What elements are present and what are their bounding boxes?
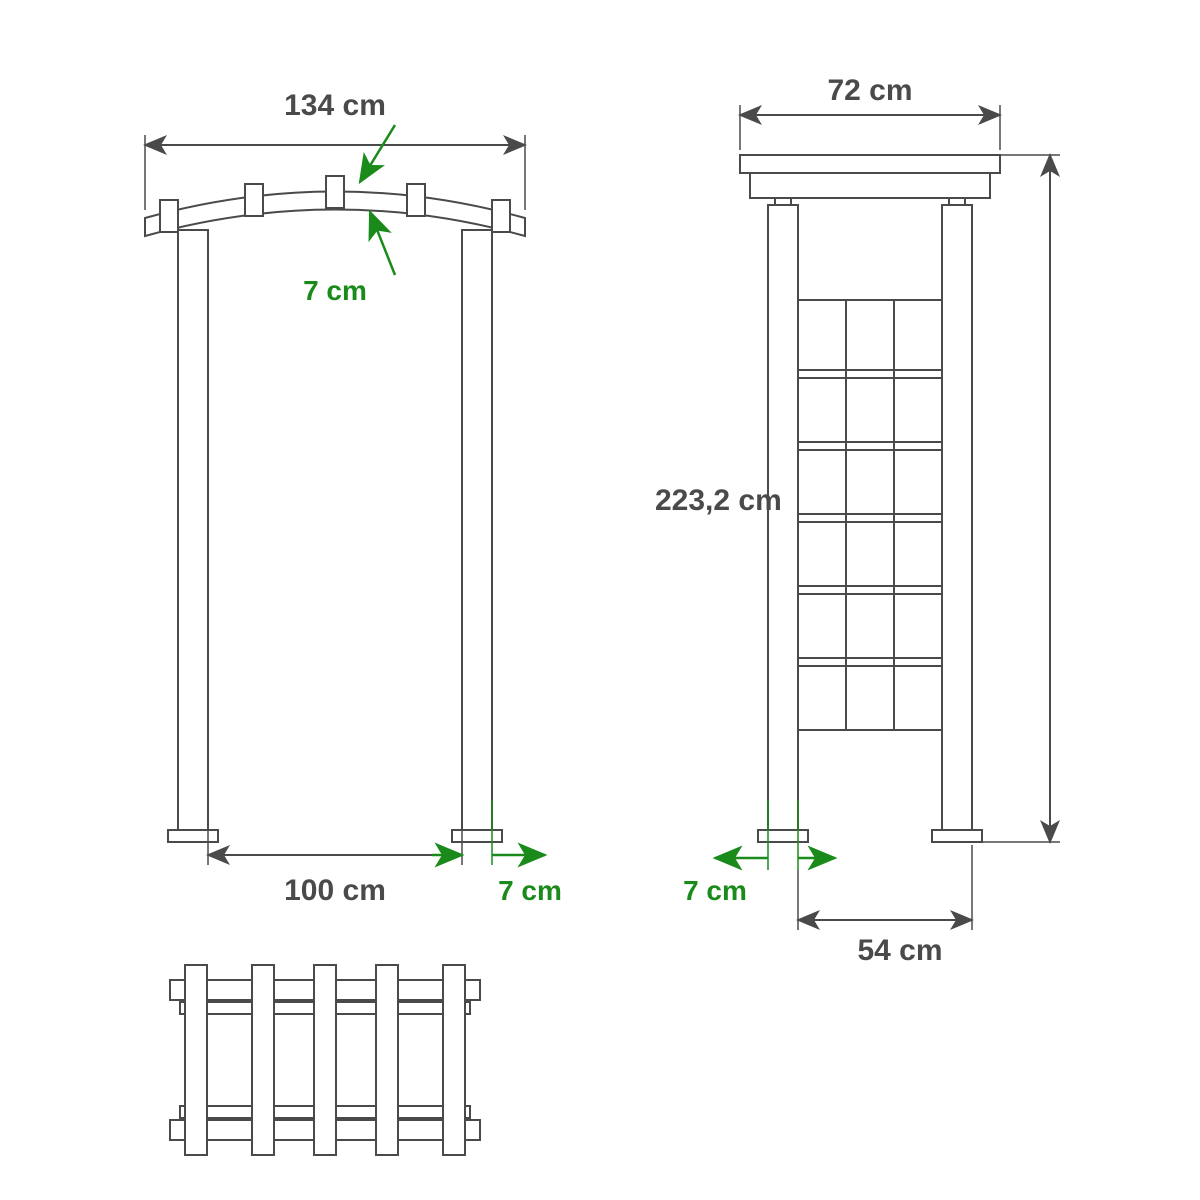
dim-post-width-side: 7 cm: [683, 875, 747, 906]
dim-depth-7cm: 7 cm: [303, 275, 367, 306]
top-view: [170, 965, 480, 1155]
dim-base-width-side: 54 cm: [857, 934, 942, 967]
side-view: 72 cm 223,2 cm 7 cm 54 cm: [655, 74, 1060, 967]
front-view: 134 cm 7 cm 100 cm 7 cm: [145, 89, 562, 907]
dim-inner-width: 100 cm: [284, 874, 386, 907]
dim-height: 223,2 cm: [655, 484, 782, 517]
dim-width-top-front: 134 cm: [284, 89, 386, 122]
dim-width-top-side: 72 cm: [827, 74, 912, 107]
technical-drawing: 134 cm 7 cm 100 cm 7 cm: [0, 0, 1200, 1200]
dim-post-width-front: 7 cm: [498, 875, 562, 906]
